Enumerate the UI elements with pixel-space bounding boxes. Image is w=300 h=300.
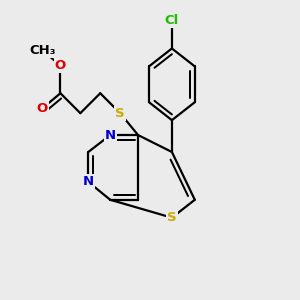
Text: O: O <box>37 102 48 115</box>
Text: N: N <box>83 176 94 188</box>
Text: CH₃: CH₃ <box>29 44 56 57</box>
Text: N: N <box>105 129 116 142</box>
Text: S: S <box>167 211 177 224</box>
Text: O: O <box>55 59 66 72</box>
Text: S: S <box>115 107 125 120</box>
Text: Cl: Cl <box>165 14 179 27</box>
